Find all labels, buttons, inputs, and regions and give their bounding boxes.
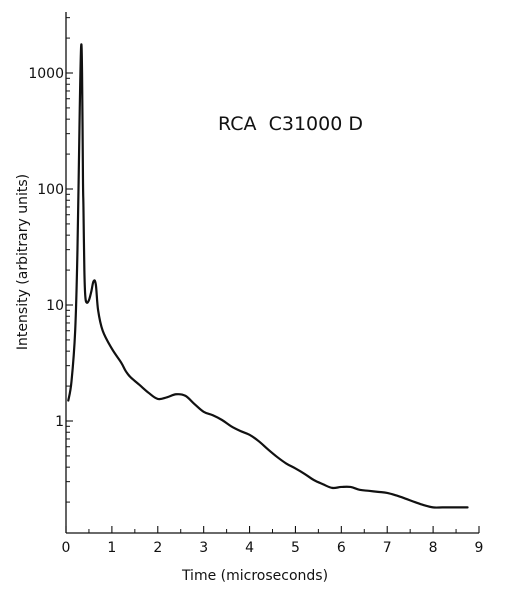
- x-tick-label: 6: [337, 540, 346, 556]
- x-tick-label: 3: [199, 540, 208, 556]
- x-tick-label: 1: [107, 540, 116, 556]
- y-tick-label: 100: [37, 182, 64, 198]
- x-tick-label: 7: [383, 540, 392, 556]
- curve-annotation: RCA C31000 D: [218, 113, 363, 135]
- x-tick-label: 2: [153, 540, 162, 556]
- x-tick-label: 5: [291, 540, 300, 556]
- series-layer: [67, 43, 469, 509]
- chart-ticks: 0 1 2 3 4 5 6 7 8 9 1 10 100 1000: [28, 17, 484, 556]
- y-tick-label: 10: [46, 298, 64, 314]
- y-axis-title: Intensity (arbitrary units): [15, 174, 31, 350]
- x-tick-label: 9: [475, 540, 484, 556]
- x-tick-label: 8: [429, 540, 438, 556]
- x-axis-title: Time (microseconds): [181, 568, 328, 584]
- y-tick-label: 1: [55, 414, 64, 430]
- y-tick-label: 1000: [28, 66, 64, 82]
- chart-axes: [65, 12, 479, 534]
- x-tick-label: 4: [245, 540, 254, 556]
- x-tick-label: 0: [62, 540, 71, 556]
- series-line-0: [67, 43, 469, 509]
